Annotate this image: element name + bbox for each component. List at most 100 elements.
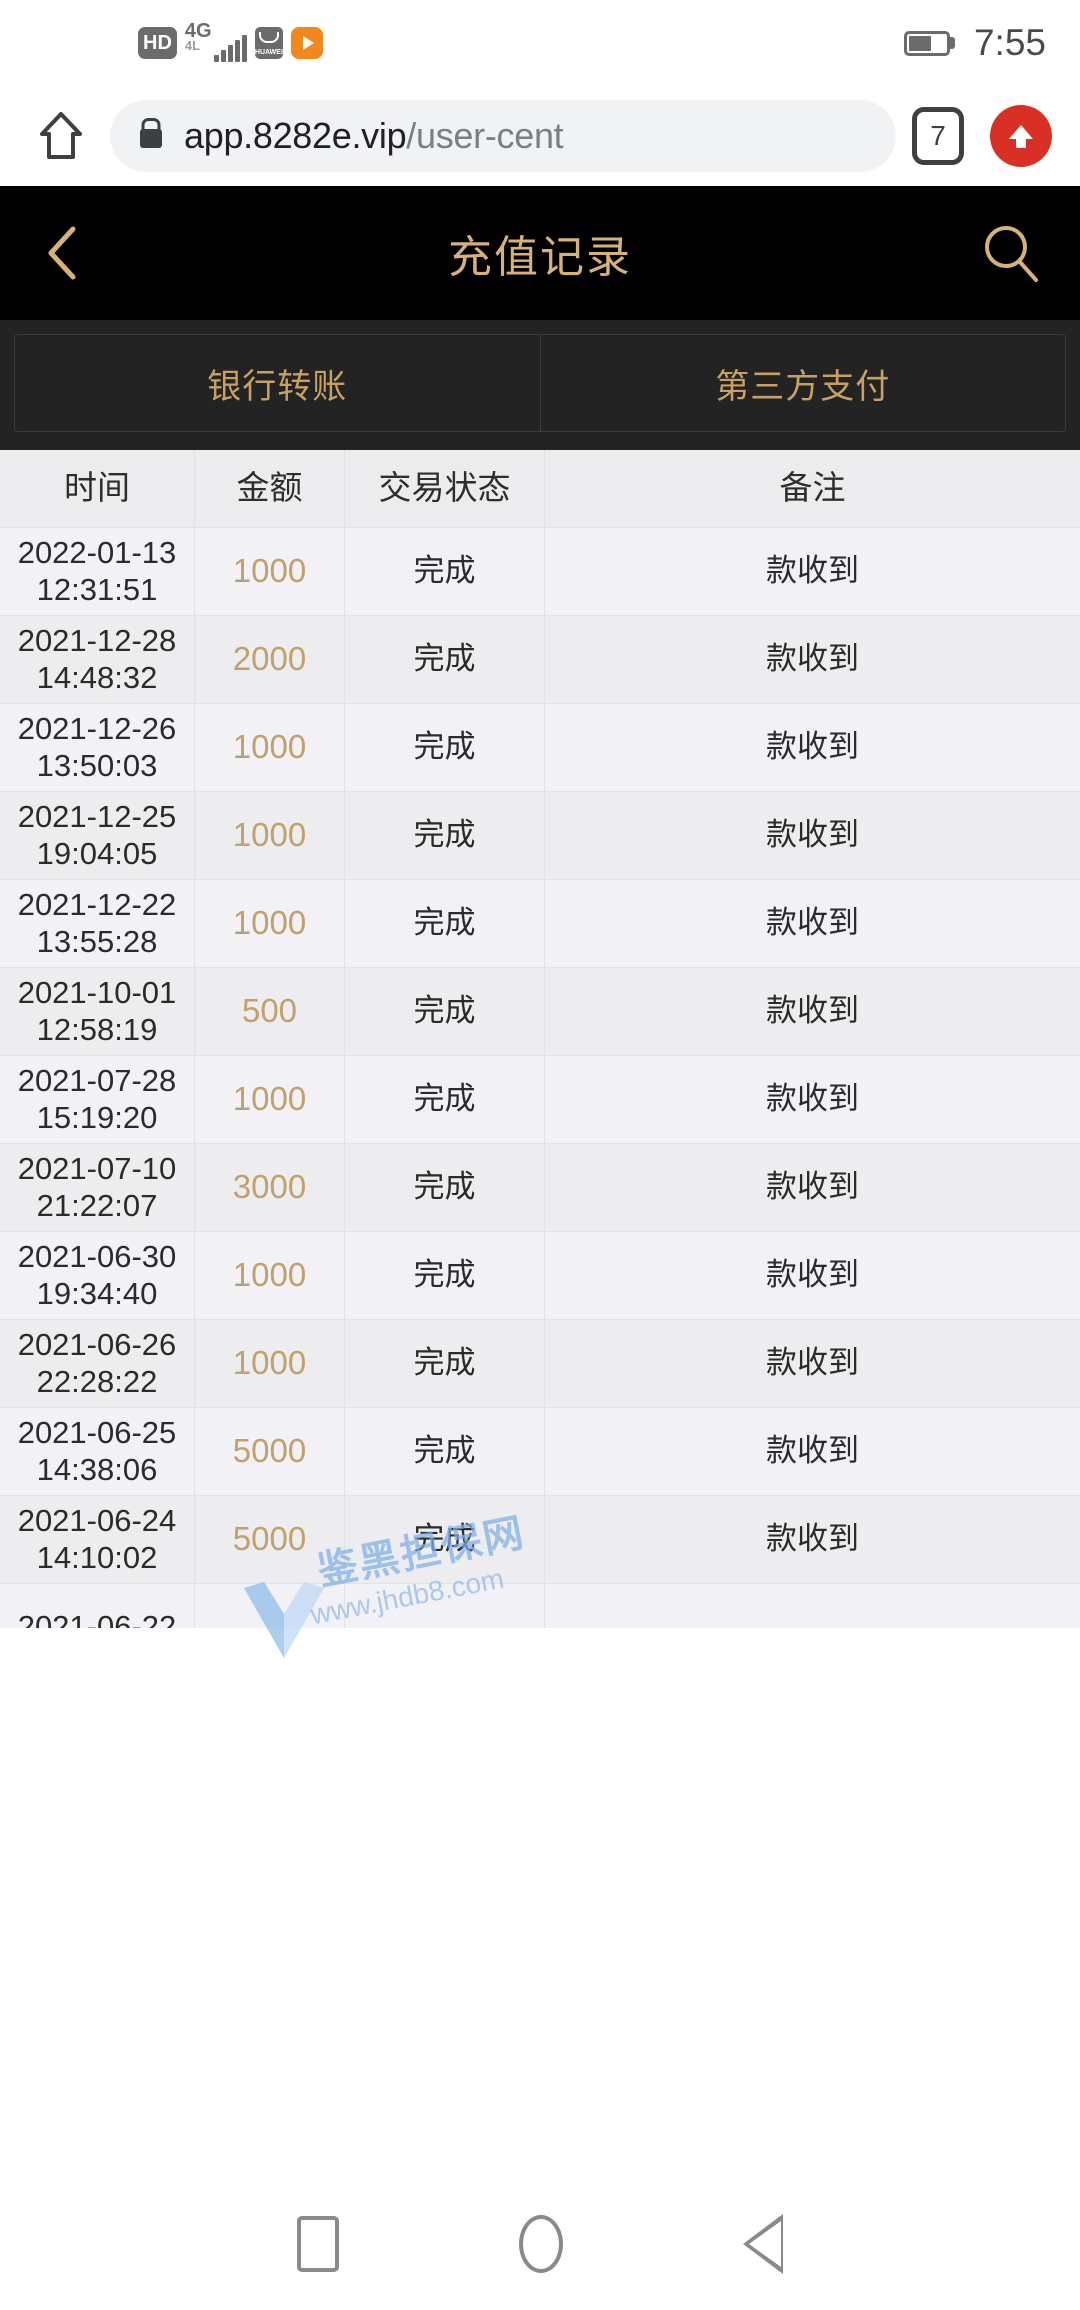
cell-note: 款收到 (545, 1408, 1080, 1496)
clock-label: 7:55 (973, 22, 1046, 63)
tab-counter-button[interactable]: 7 (912, 107, 964, 165)
cell-time: 2021-06-25 14:38:06 (0, 1408, 195, 1496)
cell-amount: 1000 (195, 792, 345, 880)
table-row[interactable]: 2021-06-22 (0, 1584, 1080, 1628)
cell-status: 完成 (345, 1496, 545, 1584)
cell-amount: 3000 (195, 1144, 345, 1232)
table-row[interactable]: 2021-06-26 22:28:22 1000 完成 款收到 (0, 1320, 1080, 1408)
cell-status (345, 1584, 545, 1628)
table-body: 2022-01-13 12:31:51 1000 完成 款收到 2021-12-28 14:… (0, 528, 1080, 1628)
cell-note (545, 1584, 1080, 1628)
table-row[interactable]: 2021-07-10 21:22:07 3000 完成 款收到 (0, 1144, 1080, 1232)
status-bar-left-icons: HD 4G 4L HUAWEI (138, 20, 323, 64)
table-row[interactable]: 2021-06-30 19:34:40 1000 完成 款收到 (0, 1232, 1080, 1320)
square-icon[interactable] (297, 2216, 339, 2272)
cell-note: 款收到 (545, 1320, 1080, 1408)
chevron-left-icon[interactable] (34, 225, 90, 281)
cell-time: 2021-06-24 14:10:02 (0, 1496, 195, 1584)
circle-icon[interactable] (519, 2215, 563, 2273)
cell-note: 款收到 (545, 616, 1080, 704)
cell-amount: 1000 (195, 528, 345, 616)
status-bar-right-icons: 7:55 (903, 22, 1046, 64)
cell-amount (195, 1584, 345, 1628)
cell-note: 款收到 (545, 1056, 1080, 1144)
tab-bank-transfer[interactable]: 银行转账 (15, 335, 540, 431)
cell-status: 完成 (345, 968, 545, 1056)
network-sub-label: 4L (184, 38, 201, 53)
network-type-label: 4G (184, 20, 212, 42)
arrow-up-icon[interactable] (990, 105, 1052, 167)
lock-icon (140, 128, 162, 148)
cell-note: 款收到 (545, 1144, 1080, 1232)
cell-time: 2021-07-10 21:22:07 (0, 1144, 195, 1232)
cell-time: 2021-06-22 (0, 1584, 195, 1628)
browser-toolbar: app.8282e.vip/user-cent 7 (0, 86, 1080, 186)
cell-note: 款收到 (545, 1232, 1080, 1320)
column-header-status: 交易状态 (345, 450, 545, 528)
tab-third-party-payment[interactable]: 第三方支付 (539, 335, 1065, 431)
cell-status: 完成 (345, 1056, 545, 1144)
table-row[interactable]: 2021-12-26 13:50:03 1000 完成 款收到 (0, 704, 1080, 792)
cell-note: 款收到 (545, 792, 1080, 880)
table-row[interactable]: 2021-06-24 14:10:02 5000 完成 款收到 (0, 1496, 1080, 1584)
media-play-icon (290, 27, 323, 59)
table-header-row: 时间 金额 交易状态 备注 (0, 450, 1080, 528)
url-domain: app.8282e.vip (184, 115, 407, 156)
cell-amount: 1000 (195, 880, 345, 968)
table-row[interactable]: 2021-12-25 19:04:05 1000 完成 款收到 (0, 792, 1080, 880)
payment-method-tabs: 银行转账 第三方支付 (0, 320, 1080, 450)
cell-status: 完成 (345, 792, 545, 880)
home-icon[interactable] (28, 103, 94, 169)
cell-amount: 1000 (195, 1320, 345, 1408)
column-header-time: 时间 (0, 450, 195, 528)
table-row[interactable]: 2021-10-01 12:58:19 500 完成 款收到 (0, 968, 1080, 1056)
tabstrip: 银行转账 第三方支付 (14, 334, 1066, 432)
cell-amount: 1000 (195, 1056, 345, 1144)
cell-time: 2021-10-01 12:58:19 (0, 968, 195, 1056)
cell-status: 完成 (345, 880, 545, 968)
cell-time: 2022-01-13 12:31:51 (0, 528, 195, 616)
cell-note: 款收到 (545, 704, 1080, 792)
cell-status: 完成 (345, 704, 545, 792)
cell-note: 款收到 (545, 880, 1080, 968)
huawei-icon: HUAWEI (254, 27, 283, 59)
cell-time: 2021-06-30 19:34:40 (0, 1232, 195, 1320)
system-navigation-bar (0, 2178, 1080, 2310)
cell-status: 完成 (345, 1144, 545, 1232)
cell-status: 完成 (345, 528, 545, 616)
signal-4g-icon: 4G 4L (184, 20, 247, 64)
cell-amount: 500 (195, 968, 345, 1056)
url-bar[interactable]: app.8282e.vip/user-cent (110, 100, 896, 172)
table-row[interactable]: 2021-06-25 14:38:06 5000 完成 款收到 (0, 1408, 1080, 1496)
cell-status: 完成 (345, 1408, 545, 1496)
table-row[interactable]: 2021-12-22 13:55:28 1000 完成 款收到 (0, 880, 1080, 968)
cell-status: 完成 (345, 616, 545, 704)
cell-status: 完成 (345, 1232, 545, 1320)
cell-time: 2021-06-26 22:28:22 (0, 1320, 195, 1408)
app-header: 充值记录 (0, 186, 1080, 320)
triangle-back-icon[interactable] (743, 2214, 783, 2274)
cell-note: 款收到 (545, 968, 1080, 1056)
search-icon[interactable] (976, 218, 1046, 288)
column-header-amount: 金额 (195, 450, 345, 528)
table-row[interactable]: 2021-07-28 15:19:20 1000 完成 款收到 (0, 1056, 1080, 1144)
cell-time: 2021-12-25 19:04:05 (0, 792, 195, 880)
cell-amount: 1000 (195, 1232, 345, 1320)
cell-time: 2021-12-22 13:55:28 (0, 880, 195, 968)
hd-icon: HD (138, 27, 177, 59)
cell-note: 款收到 (545, 528, 1080, 616)
status-bar: HD 4G 4L HUAWEI 7:55 (0, 0, 1080, 86)
cell-time: 2021-07-28 15:19:20 (0, 1056, 195, 1144)
cell-amount: 1000 (195, 704, 345, 792)
cell-time: 2021-12-28 14:48:32 (0, 616, 195, 704)
table-row[interactable]: 2021-12-28 14:48:32 2000 完成 款收到 (0, 616, 1080, 704)
table-row[interactable]: 2022-01-13 12:31:51 1000 完成 款收到 (0, 528, 1080, 616)
column-header-note: 备注 (545, 450, 1080, 528)
page-title: 充值记录 (448, 233, 632, 282)
cell-amount: 2000 (195, 616, 345, 704)
cell-time: 2021-12-26 13:50:03 (0, 704, 195, 792)
recharge-records-table: 时间 金额 交易状态 备注 2022-01-13 12:31:51 1000 完成 款收… (0, 450, 1080, 1658)
url-path: /user-cent (406, 115, 564, 156)
url-text: app.8282e.vip/user-cent (184, 115, 564, 157)
